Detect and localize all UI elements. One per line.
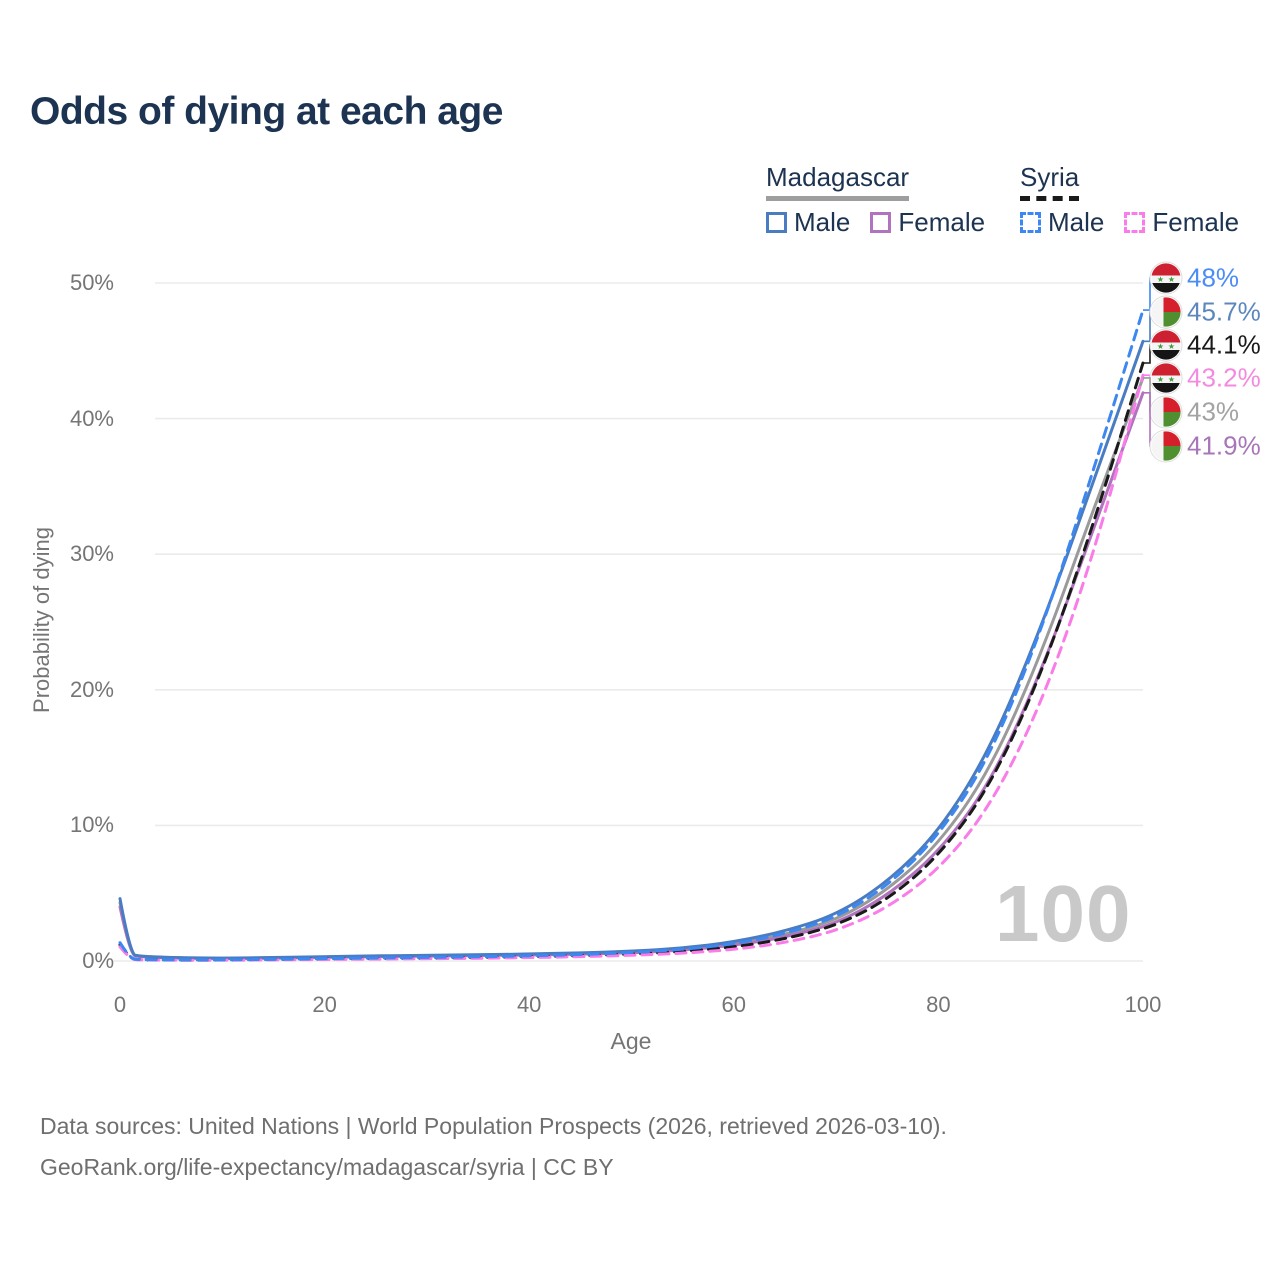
madagascar-female-checkbox-icon[interactable] xyxy=(870,212,892,233)
series-line-madagascar-both-sexes[interactable] xyxy=(118,376,1145,960)
legend-header-syria[interactable]: Syria xyxy=(1020,162,1080,201)
end-label-syria-female: 43.2% xyxy=(1187,362,1261,393)
end-label-madagascar-male: 45.7% xyxy=(1187,296,1261,327)
legend-label-syria-male: Male xyxy=(1048,207,1105,237)
end-label-syria-male: 48% xyxy=(1187,262,1240,293)
madagascar-flag-icon xyxy=(1149,295,1183,329)
y-tick-10: 10% xyxy=(69,812,114,838)
series-line-madagascar-male[interactable] xyxy=(118,339,1145,960)
y-tick-40: 40% xyxy=(69,405,114,431)
legend-item-madagascar-male[interactable]: Male xyxy=(766,207,850,238)
legend-label-madagascar-female: Female xyxy=(898,207,986,237)
y-tick-50: 50% xyxy=(69,270,114,295)
series-line-madagascar-female[interactable] xyxy=(118,391,1145,960)
footer-sources: Data sources: United Nations | World Pop… xyxy=(40,1106,947,1188)
svg-text:★: ★ xyxy=(1157,375,1164,384)
end-label-madagascar-female: 41.9% xyxy=(1187,430,1261,461)
end-label-madagascar-both-sexes: 43% xyxy=(1187,396,1240,427)
x-tick-100: 100 xyxy=(1124,992,1162,1017)
hover-age-watermark: 100 xyxy=(995,869,1132,958)
x-tick-0: 0 xyxy=(113,992,127,1017)
syria-flag-icon: ★ ★ xyxy=(1149,328,1183,362)
footer-attribution-link[interactable]: GeoRank.org/life-expectancy/madagascar/s… xyxy=(40,1154,614,1180)
footer-data-sources: Data sources: United Nations | World Pop… xyxy=(40,1113,947,1139)
chart-title: Odds of dying at each age xyxy=(30,90,503,133)
syria-male-checkbox-icon[interactable] xyxy=(1020,212,1041,233)
series-line-syria-female[interactable] xyxy=(118,373,1145,962)
legend-item-madagascar-female[interactable]: Female xyxy=(870,207,985,238)
legend-row-madagascar: Male Female xyxy=(766,207,985,238)
legend-group-syria: Syria Male Female xyxy=(1020,162,1239,238)
syria-flag-icon: ★ ★ xyxy=(1149,261,1183,295)
legend-header-madagascar[interactable]: Madagascar xyxy=(766,162,910,201)
madagascar-flag-icon xyxy=(1149,395,1183,429)
end-label-syria-both-sexes: 44.1% xyxy=(1187,329,1261,360)
series-line-syria-male[interactable] xyxy=(118,308,1145,962)
y-tick-20: 20% xyxy=(69,676,114,702)
x-tick-60: 60 xyxy=(721,992,747,1017)
madagascar-flag-icon xyxy=(1149,429,1183,463)
svg-text:★: ★ xyxy=(1168,342,1175,351)
x-tick-40: 40 xyxy=(516,992,542,1017)
svg-text:★: ★ xyxy=(1157,342,1164,351)
y-tick-0: 0% xyxy=(82,948,114,973)
legend-item-syria-male[interactable]: Male xyxy=(1020,207,1104,238)
x-tick-80: 80 xyxy=(926,992,951,1017)
legend-item-syria-female[interactable]: Female xyxy=(1124,207,1239,238)
madagascar-male-checkbox-icon[interactable] xyxy=(766,212,787,233)
syria-flag-icon: ★ ★ xyxy=(1149,361,1183,395)
svg-text:★: ★ xyxy=(1168,275,1175,284)
legend-label-madagascar-male: Male xyxy=(794,207,851,237)
y-tick-30: 30% xyxy=(69,541,114,567)
syria-female-checkbox-icon[interactable] xyxy=(1124,212,1146,233)
legend-group-madagascar: Madagascar Male Female xyxy=(766,162,985,238)
legend-label-syria-female: Female xyxy=(1152,207,1240,237)
svg-text:★: ★ xyxy=(1157,275,1164,284)
legend-row-syria: Male Female xyxy=(1020,207,1239,238)
svg-text:★: ★ xyxy=(1168,375,1175,384)
series-line-syria-both-sexes[interactable] xyxy=(118,361,1145,962)
x-tick-20: 20 xyxy=(312,992,337,1017)
x-axis-title: Age xyxy=(610,1028,652,1054)
